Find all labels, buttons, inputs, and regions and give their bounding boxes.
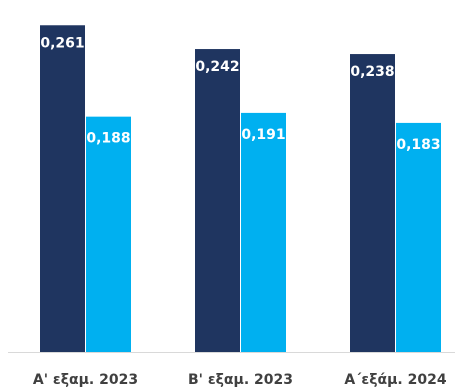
x-tick-labels-layer: Α' εξαμ. 2023 Β' εξαμ. 2023 Α΄εξάμ. 2024 <box>33 372 447 388</box>
bar-light-2 <box>396 122 441 353</box>
data-label-dark-0: 0,261 <box>40 35 84 51</box>
x-tick-label-2: Α΄εξάμ. 2024 <box>344 372 446 388</box>
bar-dark-0 <box>40 25 85 353</box>
bar-dark-1 <box>195 49 240 353</box>
data-label-light-2: 0,183 <box>396 137 440 153</box>
data-label-light-0: 0,188 <box>86 131 130 147</box>
value-labels-layer: 0,261 0,188 0,242 0,191 0,238 0,183 <box>40 35 440 153</box>
bars-layer <box>40 25 441 353</box>
bar-light-0 <box>86 116 131 352</box>
x-tick-label-0: Α' εξαμ. 2023 <box>33 372 138 388</box>
data-label-dark-1: 0,242 <box>195 59 239 75</box>
data-label-dark-2: 0,238 <box>350 64 394 80</box>
data-label-light-1: 0,191 <box>241 127 285 143</box>
x-tick-label-1: Β' εξαμ. 2023 <box>188 372 293 388</box>
bar-dark-2 <box>350 54 395 352</box>
bar-light-1 <box>241 112 286 352</box>
